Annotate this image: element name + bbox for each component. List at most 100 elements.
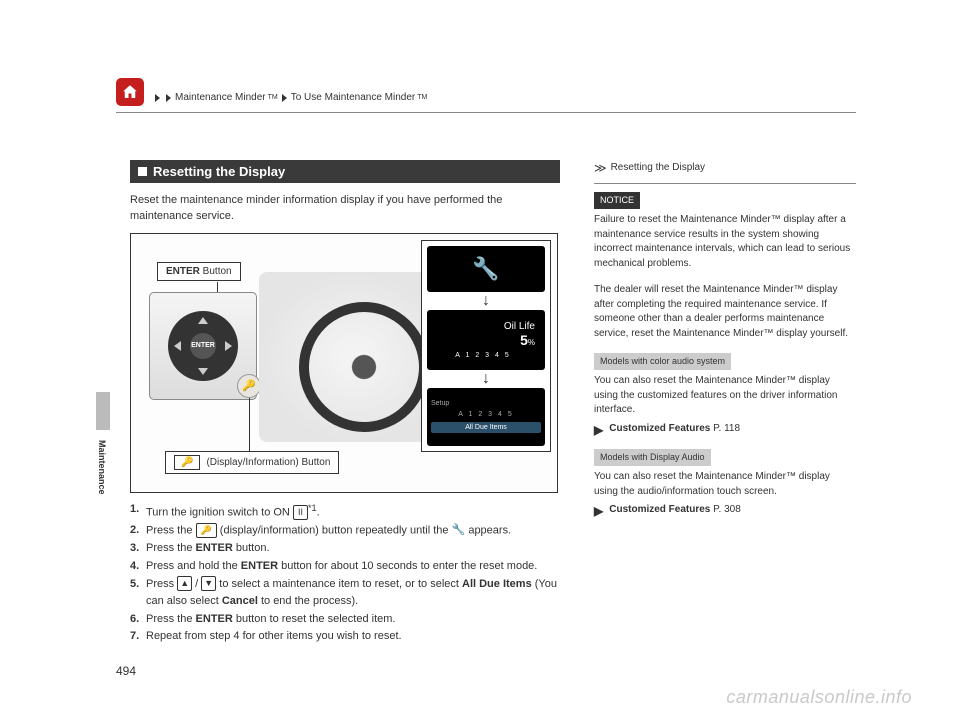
step-text: Turn the ignition switch to ON II*1. <box>146 501 560 522</box>
steps-list: 1. Turn the ignition switch to ON II*1. … <box>130 501 560 646</box>
display-audio-text: You can also reset the Maintenance Minde… <box>594 470 856 499</box>
step-1-c: . <box>317 507 320 519</box>
step-2-c: appears. <box>465 525 511 537</box>
side-section-label: Maintenance <box>97 440 107 495</box>
dpad-down-icon <box>198 368 208 375</box>
oil-life-percent: 5 <box>520 332 528 348</box>
tm-mark: TM <box>268 94 278 101</box>
enter-strong: ENTER <box>196 613 233 625</box>
all-due-strong: All Due Items <box>462 578 532 590</box>
step-2: 2. Press the 🔑 (display/information) but… <box>130 522 560 540</box>
step-number: 2. <box>130 522 146 540</box>
info-button-label: (Display/Information) Button <box>206 457 330 468</box>
dpad-left-icon <box>174 341 181 351</box>
home-button[interactable] <box>116 78 144 106</box>
triangle-icon <box>282 94 287 102</box>
main-content: Resetting the Display Reset the maintena… <box>130 160 560 646</box>
enter-button-callout: ENTER Button <box>157 262 241 281</box>
step-1: 1. Turn the ignition switch to ON II*1. <box>130 501 560 522</box>
setup-label: Setup <box>431 400 541 407</box>
screen-wrench: 🔧 <box>427 246 545 292</box>
step-6: 6. Press the ENTER button to reset the s… <box>130 611 560 629</box>
reference-icon: ▶ <box>594 503 603 520</box>
step-3: 3. Press the ENTER button. <box>130 540 560 558</box>
side-heading: ≫ Resetting the Display <box>594 160 856 177</box>
breadcrumb-item-1: Maintenance Minder <box>175 92 266 103</box>
steering-wheel-icon <box>299 302 429 432</box>
step-4: 4. Press and hold the ENTER button for a… <box>130 558 560 576</box>
cancel-strong: Cancel <box>222 595 258 607</box>
dpad-right-icon <box>225 341 232 351</box>
home-icon <box>121 83 139 101</box>
enter-strong: ENTER <box>241 560 278 572</box>
ref1-strong: Customized Features <box>609 423 710 434</box>
enter-label-rest: Button <box>200 266 232 277</box>
step-5-a: Press <box>146 578 177 590</box>
color-audio-text: You can also reset the Maintenance Minde… <box>594 374 856 418</box>
step-5-d: to end the process). <box>258 595 358 607</box>
dpad-center: ENTER <box>190 333 216 359</box>
screen-oil-life: Oil Life 5% A 1 2 3 4 5 <box>427 310 545 370</box>
reference-1: ▶ Customized Features P. 118 <box>594 422 856 439</box>
step-4-b: button for about 10 seconds to enter the… <box>278 560 537 572</box>
reference-1-text: Customized Features P. 118 <box>609 422 740 439</box>
step-5-b: to select a maintenance item to reset, o… <box>216 578 462 590</box>
notice-text: Failure to reset the Maintenance Minder™… <box>594 213 856 271</box>
step-2-a: Press the <box>146 525 196 537</box>
step-5-sep: / <box>192 578 201 590</box>
step-2-b: (display/information) button repeatedly … <box>217 525 452 537</box>
notice-badge: NOTICE <box>594 192 640 209</box>
page-number: 494 <box>116 664 136 678</box>
step-3-a: Press the <box>146 542 196 554</box>
dealer-text: The dealer will reset the Maintenance Mi… <box>594 283 856 341</box>
dpad-up-icon <box>198 317 208 324</box>
side-heading-text: Resetting the Display <box>611 161 706 176</box>
step-text: Press the ENTER button to reset the sele… <box>146 611 560 629</box>
reference-2-text: Customized Features P. 308 <box>609 503 741 520</box>
reference-2: ▶ Customized Features P. 308 <box>594 503 856 520</box>
ref2-rest: P. 308 <box>710 504 740 515</box>
header-divider <box>116 112 856 113</box>
side-divider <box>594 183 856 184</box>
model-tag-display-audio: Models with Display Audio <box>594 449 711 466</box>
step-text: Press ▲ / ▼ to select a maintenance item… <box>146 576 560 611</box>
chevron-icon: ≫ <box>594 160 607 177</box>
step-number: 6. <box>130 611 146 629</box>
callout-line <box>249 398 250 454</box>
screen-sequence: 🔧 ↓ Oil Life 5% A 1 2 3 4 5 ↓ Setup A 1 … <box>421 240 551 452</box>
triangle-icon <box>166 94 171 102</box>
model-tag-color-audio: Models with color audio system <box>594 353 731 370</box>
up-keycap: ▲ <box>177 576 192 591</box>
step-3-b: button. <box>233 542 270 554</box>
step-number: 5. <box>130 576 146 611</box>
square-bullet-icon <box>138 167 147 176</box>
ref2-strong: Customized Features <box>609 504 710 515</box>
breadcrumb-item-2: To Use Maintenance Minder <box>291 92 416 103</box>
instruction-figure: ENTER Button ENTER 🔑 🔑 (Display/Informat… <box>130 233 558 493</box>
side-notes: ≫ Resetting the Display NOTICE Failure t… <box>594 160 856 521</box>
triangle-icon <box>155 94 160 102</box>
step-6-b: button to reset the selected item. <box>233 613 396 625</box>
step-text: Press the ENTER button. <box>146 540 560 558</box>
side-tab <box>96 392 110 430</box>
info-button-callout: 🔑 (Display/Information) Button <box>165 451 339 474</box>
oil-life-title: Oil Life <box>504 321 535 332</box>
enter-strong: ENTER <box>196 542 233 554</box>
step-number: 7. <box>130 628 146 646</box>
info-keycap-icon: 🔑 <box>174 455 200 470</box>
step-number: 3. <box>130 540 146 558</box>
ignition-keycap: II <box>293 505 308 520</box>
section-title: Resetting the Display <box>153 164 285 179</box>
step-6-a: Press the <box>146 613 196 625</box>
step-4-a: Press and hold the <box>146 560 241 572</box>
oil-life-percent-suffix: % <box>528 338 535 347</box>
oil-life-codes: A 1 2 3 4 5 <box>455 352 510 359</box>
section-intro: Reset the maintenance minder information… <box>130 193 560 225</box>
step-number: 1. <box>130 501 146 522</box>
wrench-icon: 🔧 <box>452 522 466 540</box>
reference-icon: ▶ <box>594 422 603 439</box>
down-keycap: ▼ <box>201 576 216 591</box>
down-arrow-icon: ↓ <box>482 372 490 386</box>
step-text: Repeat from step 4 for other items you w… <box>146 628 560 646</box>
step-7: 7. Repeat from step 4 for other items yo… <box>130 628 560 646</box>
